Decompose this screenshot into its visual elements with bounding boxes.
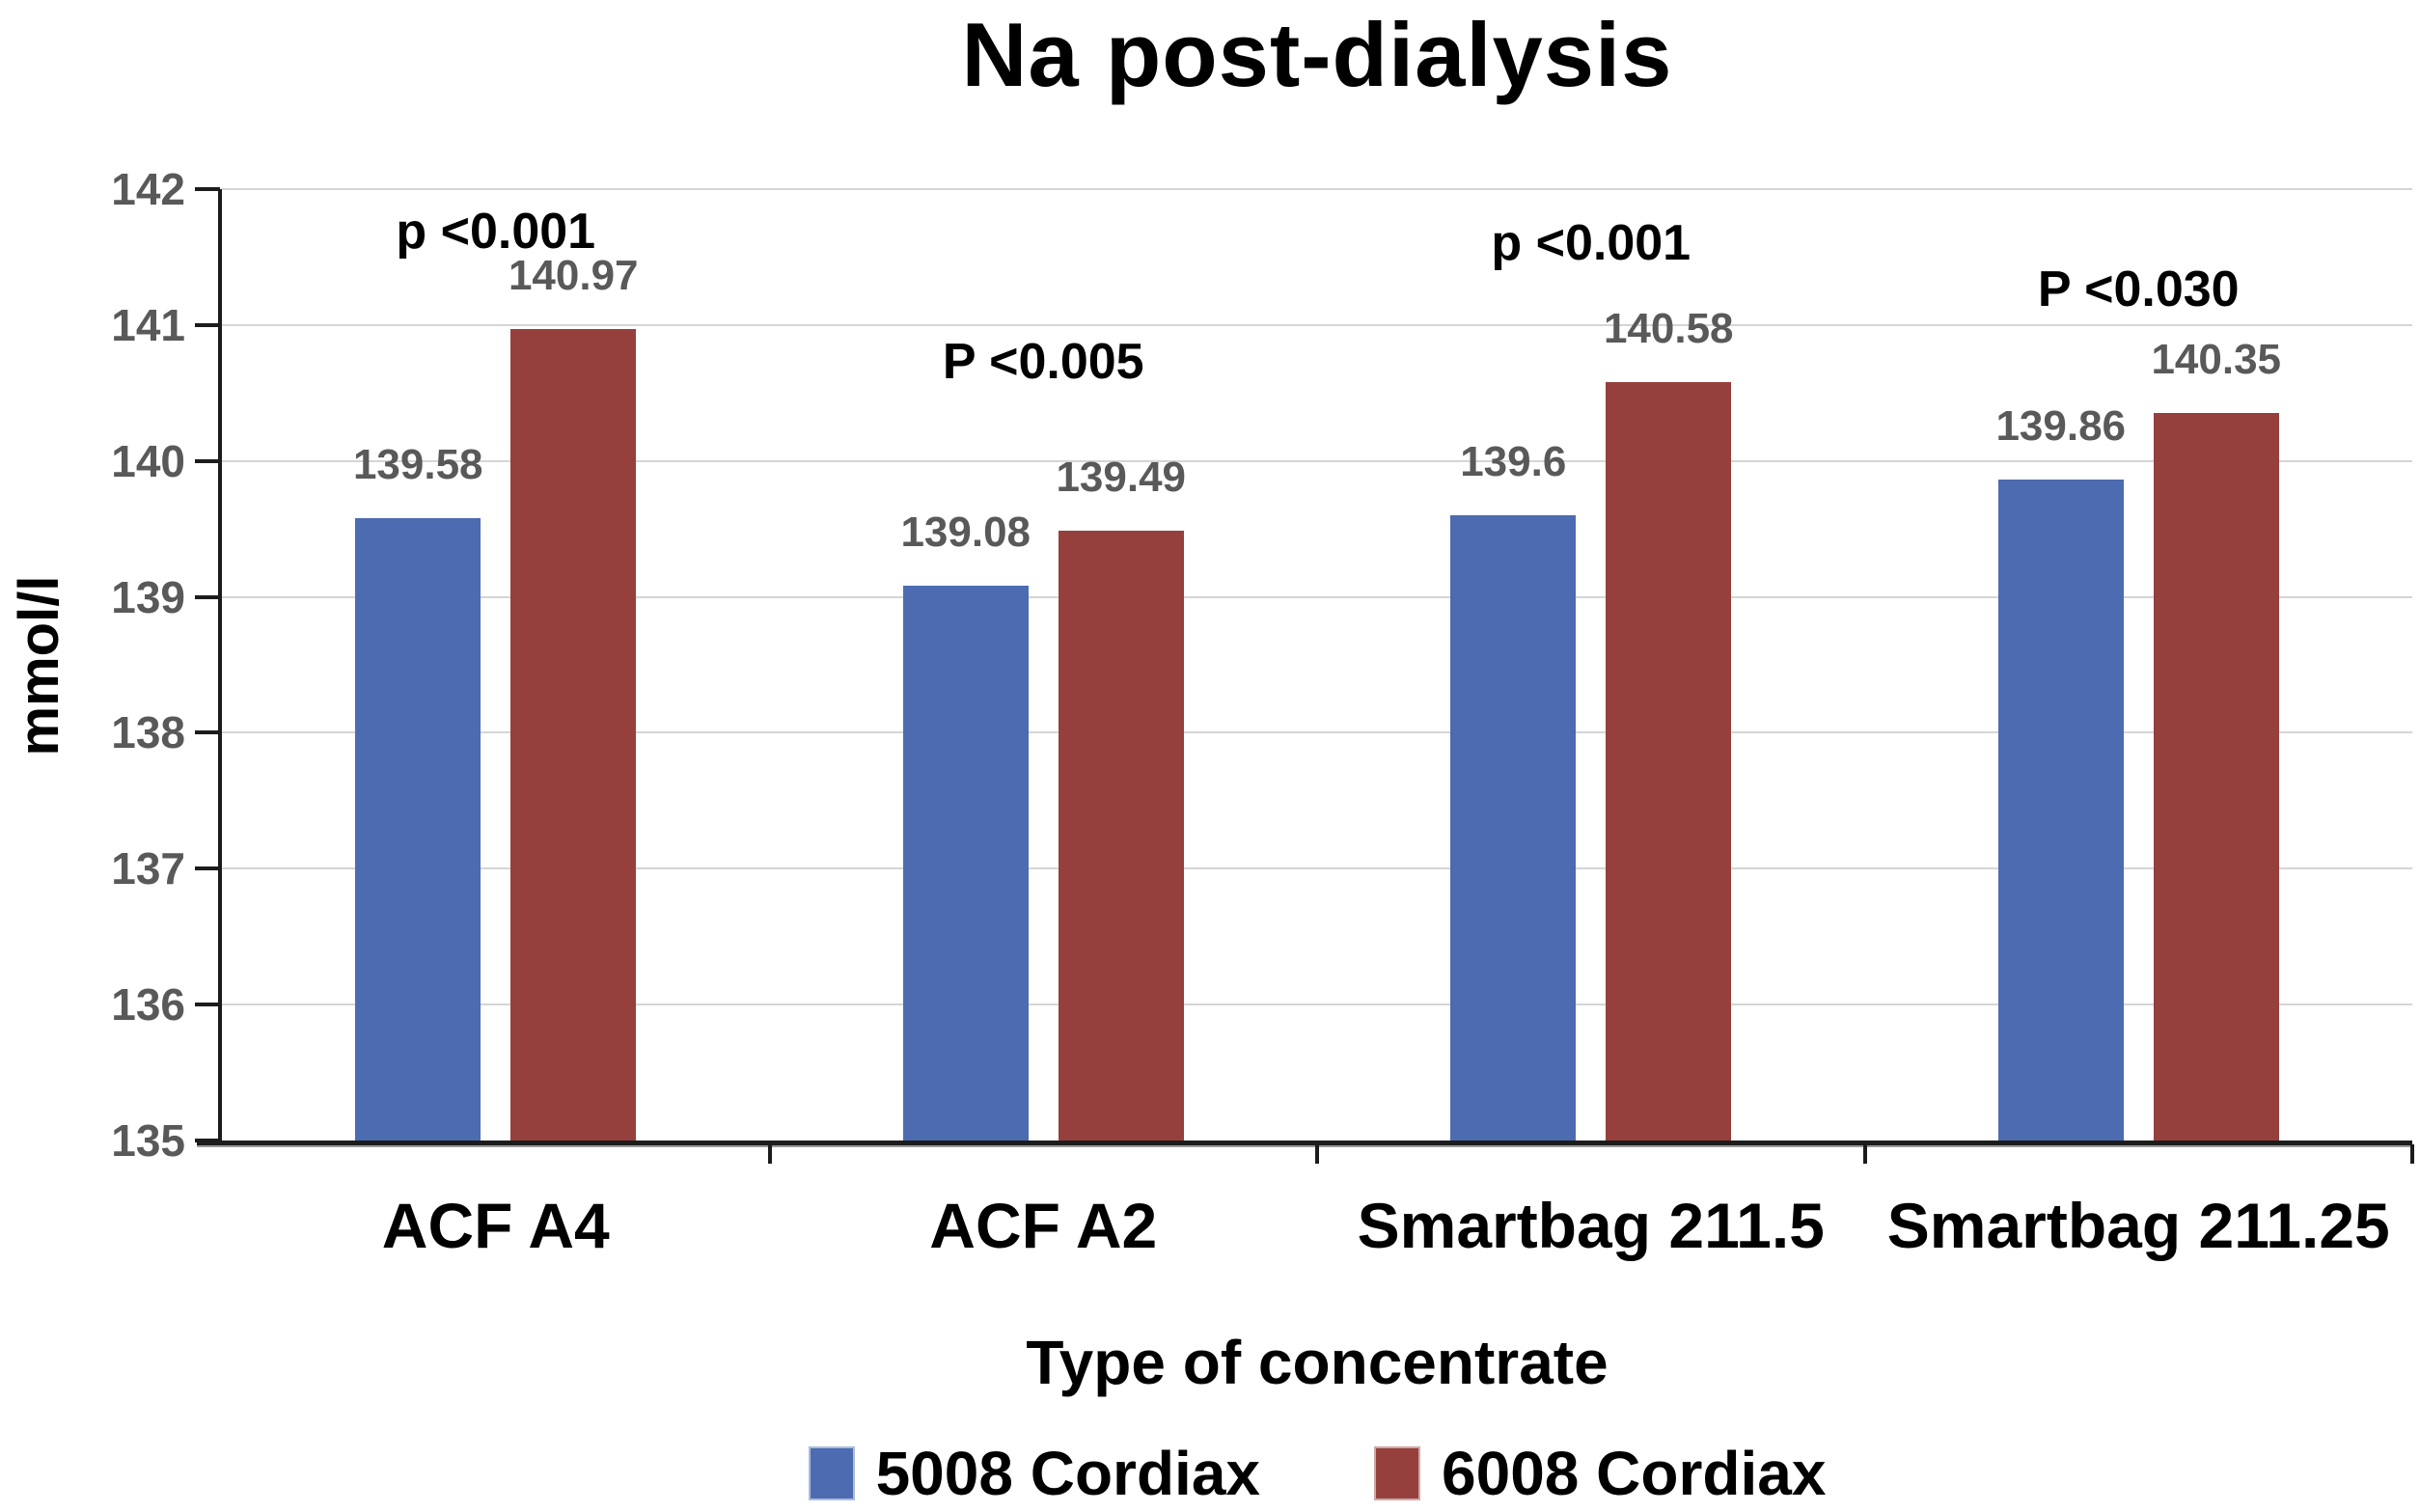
legend-label-6008-cordiax: 6008 Cordiax [1442,1439,1827,1508]
x-tick-1 [767,1144,772,1164]
y-tick-label-141: 141 [111,299,185,350]
value-label-6008-cordiax-smartbag-211-25: 140.35 [2151,336,2282,384]
y-tick-label-140: 140 [111,435,185,486]
bar-5008-cordiax-smartbag-211-25 [1997,480,2124,1141]
bar-5008-cordiax-acf-a4 [355,517,481,1141]
y-tick-label-135: 135 [111,1115,185,1166]
chart-title: Na post-dialysis [961,4,1673,105]
x-category-smartbag-211-5: Smartbag 211.5 [1357,1190,1825,1261]
gridline-141 [222,323,2412,326]
gridline-138 [222,731,2412,734]
value-label-6008-cordiax-acf-a2: 139.49 [1056,453,1187,501]
y-tick-140 [195,458,220,463]
y-tick-label-139: 139 [111,571,185,622]
value-label-5008-cordiax-acf-a2: 139.08 [900,509,1031,557]
value-label-5008-cordiax-smartbag-211-25: 139.86 [1995,402,2127,451]
y-tick-142 [195,187,220,191]
y-tick-137 [195,866,220,871]
x-category-smartbag-211-25: Smartbag 211.25 [1886,1190,2390,1261]
x-tick-2 [1315,1144,1319,1164]
y-tick-139 [195,594,220,599]
value-label-6008-cordiax-smartbag-211-5: 140.58 [1603,305,1734,353]
p-annotation-acf-a4: p <0.001 [396,203,596,260]
x-tick-3 [1862,1144,1867,1164]
y-tick-135 [195,1139,220,1142]
p-annotation-smartbag-211-25: P <0.030 [2037,261,2240,318]
bar-6008-cordiax-acf-a2 [1058,530,1184,1141]
gridline-136 [222,1003,2412,1006]
x-tick-4 [2410,1144,2414,1164]
gridline-139 [222,595,2412,598]
x-category-acf-a2: ACF A2 [929,1190,1158,1261]
gridline-140 [222,459,2412,462]
y-tick-label-136: 136 [111,979,185,1031]
legend-item-6008-cordiax: 6008 Cordiax [1374,1440,1826,1507]
legend-item-5008-cordiax: 5008 Cordiax [808,1439,1260,1508]
y-tick-label-137: 137 [111,843,185,894]
y-tick-141 [195,322,220,327]
gridline-137 [222,867,2412,870]
bar-5008-cordiax-smartbag-211-5 [1450,515,1577,1141]
legend-label-5008-cordiax: 5008 Cordiax [875,1439,1260,1508]
value-label-6008-cordiax-acf-a4: 140.97 [508,252,639,300]
value-label-5008-cordiax-smartbag-211-5: 139.6 [1460,438,1567,486]
y-tick-138 [195,730,220,735]
y-axis [218,189,222,1141]
legend: 5008 Cordiax 6008 Cordiax [222,1440,2412,1507]
y-tick-136 [195,1003,220,1007]
bar-6008-cordiax-smartbag-211-25 [2153,413,2279,1141]
x-category-acf-a4: ACF A4 [381,1190,610,1261]
y-tick-label-142: 142 [111,164,185,214]
bar-6008-cordiax-smartbag-211-5 [1606,382,1732,1141]
x-axis [197,1141,2412,1147]
legend-swatch-6008-cordiax [1374,1446,1420,1500]
bar-6008-cordiax-acf-a4 [510,329,637,1141]
value-label-5008-cordiax-acf-a4: 139.58 [352,440,483,488]
gridline-142 [222,188,2412,190]
x-axis-title: Type of concentrate [1026,1328,1609,1397]
p-annotation-smartbag-211-5: p <0.001 [1491,215,1691,272]
bar-5008-cordiax-acf-a2 [902,586,1029,1141]
legend-swatch-5008-cordiax [808,1446,855,1500]
p-annotation-acf-a2: P <0.005 [942,333,1144,390]
y-tick-label-138: 138 [111,707,185,758]
